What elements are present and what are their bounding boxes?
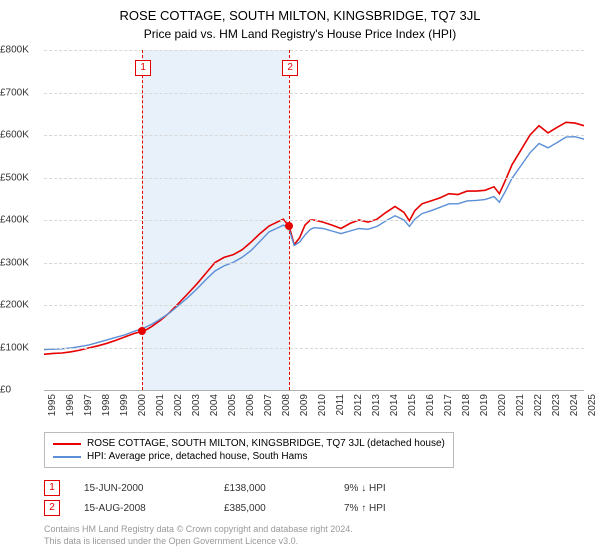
x-axis-label: 2023 [551,394,562,416]
x-axis-label: 2003 [191,394,202,416]
x-axis-label: 2025 [587,394,598,416]
transaction-row: 2 15-AUG-2008£385,0007% ↑ HPI [44,498,444,518]
chart-legend: ROSE COTTAGE, SOUTH MILTON, KINGSBRIDGE,… [44,432,454,468]
x-axis-label: 2013 [371,394,382,416]
y-axis-label: £200K [0,300,44,311]
chart-footer: Contains HM Land Registry data © Crown c… [44,524,353,547]
transaction-marker-box: 1 [135,60,151,76]
x-axis-label: 1997 [83,394,94,416]
chart-subtitle: Price paid vs. HM Land Registry's House … [0,23,600,47]
legend-swatch [53,456,81,458]
transaction-date: 15-AUG-2008 [84,503,224,514]
x-axis-label: 2019 [479,394,490,416]
transaction-row: 1 15-JUN-2000£138,0009% ↓ HPI [44,478,444,498]
x-axis-label: 2018 [461,394,472,416]
legend-item: ROSE COTTAGE, SOUTH MILTON, KINGSBRIDGE,… [53,437,445,450]
transaction-row-marker: 2 [44,500,60,516]
y-axis-label: £600K [0,130,44,141]
gridline-h [44,305,584,306]
footer-line-1: Contains HM Land Registry data © Crown c… [44,524,353,536]
chart-container: ROSE COTTAGE, SOUTH MILTON, KINGSBRIDGE,… [0,0,600,560]
footer-line-2: This data is licensed under the Open Gov… [44,536,353,548]
gridline-h [44,178,584,179]
x-axis-label: 2004 [209,394,220,416]
y-axis-label: £800K [0,45,44,56]
series-line [44,122,584,354]
gridline-h [44,50,584,51]
transaction-marker-box: 2 [282,60,298,76]
gridline-h [44,220,584,221]
transaction-diff: 9% ↓ HPI [344,483,444,494]
x-axis-label: 2000 [137,394,148,416]
legend-label: HPI: Average price, detached house, Sout… [87,451,308,462]
gridline-h [44,348,584,349]
chart-plot-area: £0£100K£200K£300K£400K£500K£600K£700K£80… [44,50,584,391]
gridline-h [44,263,584,264]
transaction-marker-line [289,50,290,390]
gridline-h [44,93,584,94]
x-axis-label: 1995 [47,394,58,416]
gridline-h [44,135,584,136]
x-axis-label: 1998 [101,394,112,416]
x-axis-label: 1996 [65,394,76,416]
y-axis-label: £700K [0,87,44,98]
x-axis-label: 2012 [353,394,364,416]
transaction-marker-dot [285,222,293,230]
x-axis-label: 2020 [497,394,508,416]
legend-swatch [53,443,81,445]
x-axis-label: 2008 [281,394,292,416]
transaction-marker-dot [138,327,146,335]
x-axis-label: 2016 [425,394,436,416]
y-axis-label: £100K [0,342,44,353]
x-axis-label: 2022 [533,394,544,416]
x-axis-label: 2002 [173,394,184,416]
x-axis-label: 2017 [443,394,454,416]
x-axis-label: 2024 [569,394,580,416]
transaction-diff: 7% ↑ HPI [344,503,444,514]
legend-item: HPI: Average price, detached house, Sout… [53,450,445,463]
x-axis-label: 2005 [227,394,238,416]
transaction-marker-line [142,50,143,390]
chart-title: ROSE COTTAGE, SOUTH MILTON, KINGSBRIDGE,… [0,0,600,23]
x-axis-label: 1999 [119,394,130,416]
x-axis-label: 2010 [317,394,328,416]
y-axis-label: £300K [0,257,44,268]
x-axis-label: 2009 [299,394,310,416]
series-line [44,137,584,350]
transaction-table: 1 15-JUN-2000£138,0009% ↓ HPI 2 15-AUG-2008… [44,478,444,518]
x-axis-label: 2007 [263,394,274,416]
x-axis-label: 2015 [407,394,418,416]
transaction-price: £138,000 [224,483,344,494]
legend-label: ROSE COTTAGE, SOUTH MILTON, KINGSBRIDGE,… [87,438,445,449]
transaction-row-marker: 1 [44,480,60,496]
y-axis-label: £500K [0,172,44,183]
transaction-date: 15-JUN-2000 [84,483,224,494]
x-axis-label: 2001 [155,394,166,416]
x-axis-label: 2006 [245,394,256,416]
x-axis-label: 2011 [335,394,346,416]
transaction-price: £385,000 [224,503,344,514]
x-axis-label: 2014 [389,394,400,416]
y-axis-label: £0 [0,385,44,396]
y-axis-label: £400K [0,215,44,226]
x-axis-label: 2021 [515,394,526,416]
